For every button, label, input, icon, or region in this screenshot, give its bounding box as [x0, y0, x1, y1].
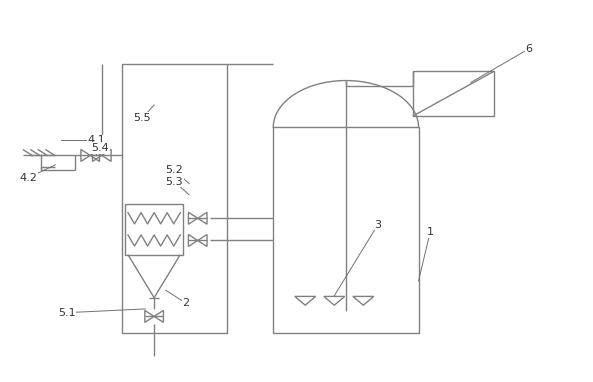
Text: 5.1: 5.1	[58, 308, 76, 318]
Text: 5.3: 5.3	[165, 176, 183, 187]
Text: 6: 6	[525, 44, 533, 54]
Text: 4.1: 4.1	[87, 136, 105, 146]
Text: 3: 3	[374, 220, 381, 230]
Text: 4.2: 4.2	[19, 173, 37, 183]
Bar	[122, 64, 227, 333]
Text: 1: 1	[426, 227, 433, 237]
Bar	[125, 204, 183, 255]
Text: 5.4: 5.4	[91, 143, 109, 153]
Text: 5.2: 5.2	[165, 165, 183, 175]
Bar	[413, 71, 494, 116]
Text: 5.5: 5.5	[133, 113, 151, 123]
Text: 2: 2	[183, 298, 190, 308]
Bar	[273, 127, 419, 333]
